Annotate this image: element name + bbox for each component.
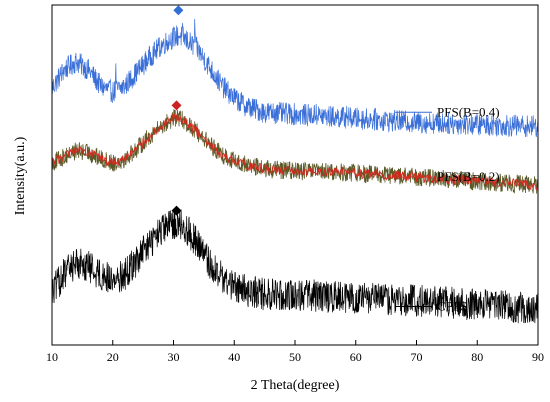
x-tick-label: 80 xyxy=(471,350,483,364)
x-tick-label: 20 xyxy=(107,350,119,364)
plot-area xyxy=(51,5,539,324)
series-line xyxy=(51,209,539,324)
peak-marker xyxy=(173,5,184,16)
x-axis: 10 20 30 40 50 60 70 80 90 xyxy=(46,340,544,364)
x-tick-label: 60 xyxy=(350,350,362,364)
x-tick-label: 90 xyxy=(532,350,544,364)
series-line-overlay xyxy=(51,113,539,191)
x-tick-label: 70 xyxy=(411,350,423,364)
legend-label: PFS(B=0.4) xyxy=(437,104,500,119)
peak-marker xyxy=(171,205,182,216)
legend-label: CPFS xyxy=(437,299,467,314)
x-tick-label: 40 xyxy=(228,350,240,364)
x-tick-label: 50 xyxy=(289,350,301,364)
y-axis-title: Intensity(a.u.) xyxy=(13,136,28,215)
x-axis-title: 2 Theta(degree) xyxy=(251,378,340,393)
legend-label: PFS(B=0.2) xyxy=(437,169,500,184)
peak-marker xyxy=(171,100,182,111)
legend: PFS(B=0.4) PFS(B=0.2) CPFS xyxy=(395,104,500,314)
x-tick-label: 10 xyxy=(46,350,58,364)
series-line xyxy=(51,18,539,138)
x-tick-label: 30 xyxy=(168,350,180,364)
